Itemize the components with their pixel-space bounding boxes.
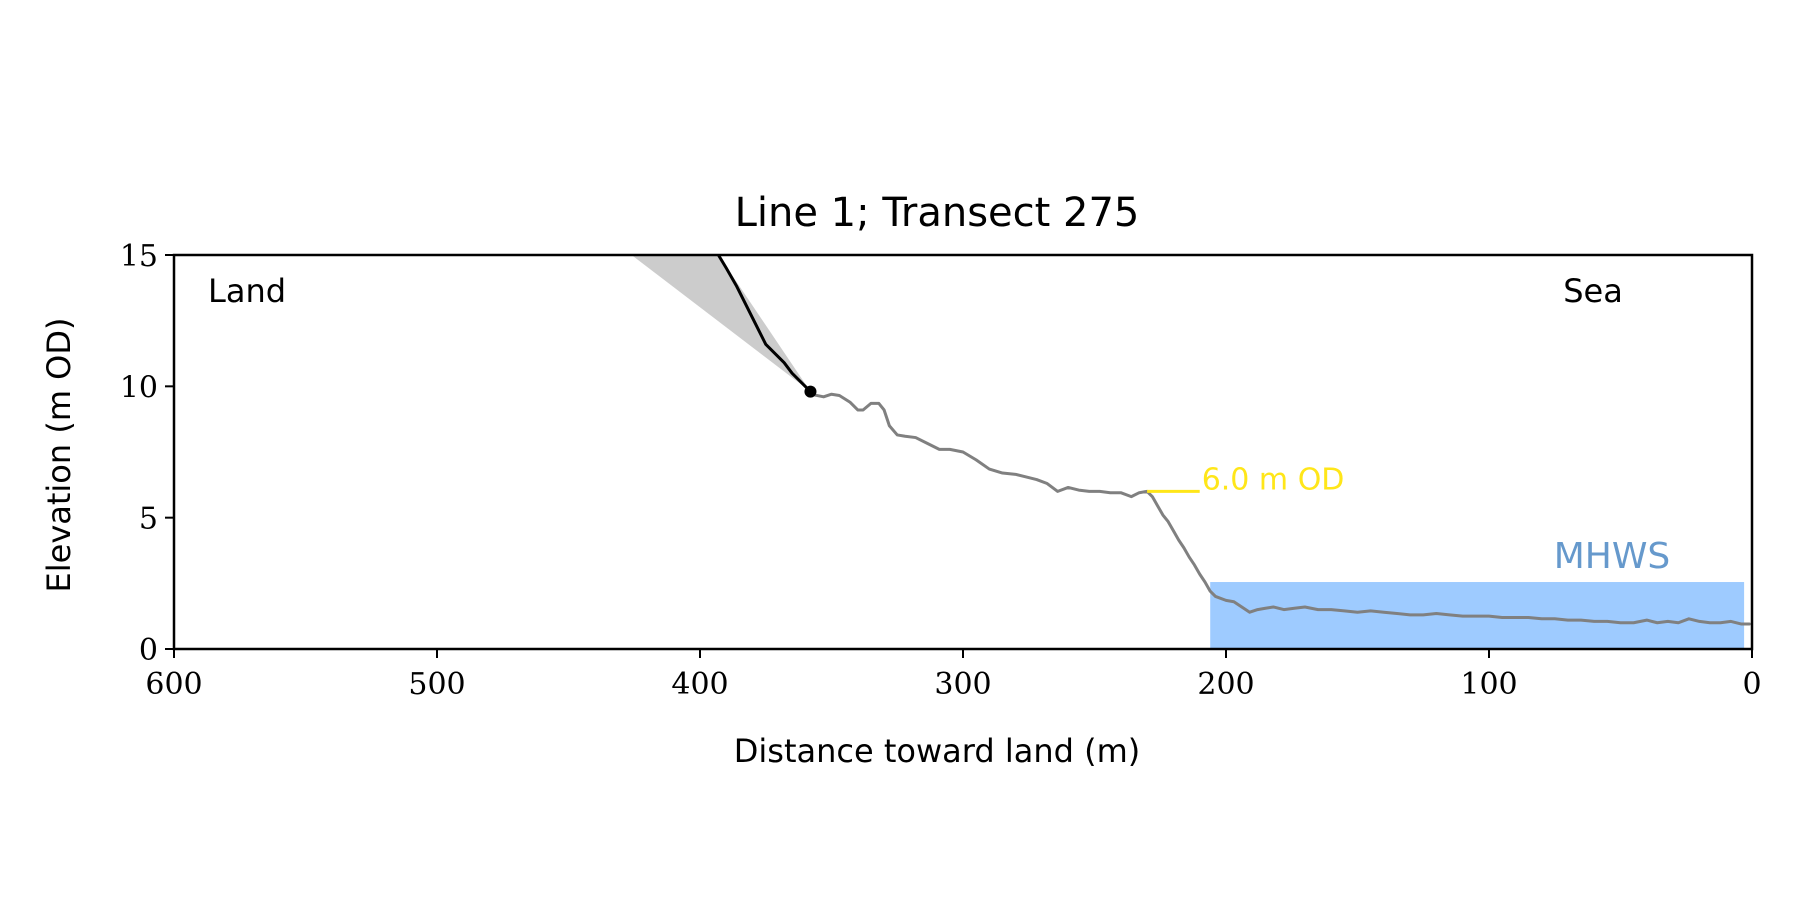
x-tick-label: 500 xyxy=(408,667,465,702)
x-tick-label: 300 xyxy=(934,667,991,702)
cliff-top-point xyxy=(804,385,817,398)
plot-area: 6.0 m OD MHWS xyxy=(631,255,1751,649)
y-tick-label: 15 xyxy=(120,239,158,274)
axes: 600 500 400 300 200 100 0 0 5 10 15 xyxy=(120,239,1762,702)
cliff-line xyxy=(716,255,812,394)
y-tick-label: 10 xyxy=(120,370,158,405)
profile-line xyxy=(808,392,1751,626)
sea-label: Sea xyxy=(1563,272,1623,310)
x-tick-label: 200 xyxy=(1197,667,1254,702)
x-tick-label: 600 xyxy=(145,667,202,702)
land-label: Land xyxy=(208,272,286,310)
y-tick-label: 0 xyxy=(139,633,158,668)
x-tick-label: 100 xyxy=(1460,667,1517,702)
plot-clip-group xyxy=(631,255,1751,649)
mhws-label: MHWS xyxy=(1554,536,1671,577)
level-label: 6.0 m OD xyxy=(1202,462,1345,497)
y-tick-label: 5 xyxy=(139,502,158,537)
x-axis-label: Distance toward land (m) xyxy=(734,732,1140,770)
cliff-wedge xyxy=(631,255,811,392)
x-tick-label: 400 xyxy=(671,667,728,702)
x-tick-label: 0 xyxy=(1742,667,1761,702)
y-axis-label: Elevation (m OD) xyxy=(40,318,78,593)
chart-title: Line 1; Transect 275 xyxy=(735,190,1140,236)
